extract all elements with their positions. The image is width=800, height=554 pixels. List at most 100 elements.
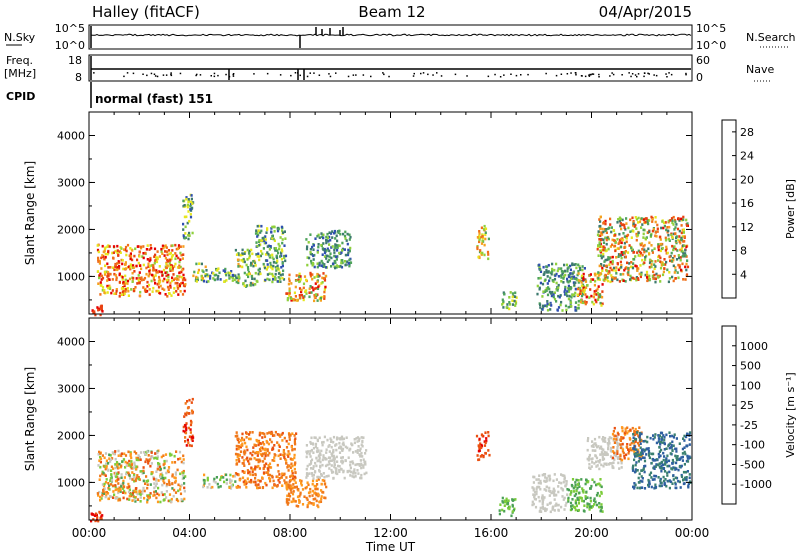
vel-cell [598, 467, 601, 471]
power-cell [618, 232, 621, 236]
vel-cell [650, 485, 653, 489]
power-cell [153, 255, 156, 258]
vel-cell [312, 465, 315, 468]
vel-cell [273, 459, 276, 462]
power-cell [571, 272, 574, 275]
power-cell [174, 252, 177, 255]
vel-cell [324, 464, 328, 468]
vel-cell [599, 453, 602, 456]
power-cell [503, 292, 506, 296]
vel-cell [586, 448, 589, 452]
power-cell [298, 274, 301, 277]
vel-cell [155, 482, 158, 485]
vel-cell [632, 436, 635, 439]
power-cell [316, 279, 319, 282]
vel-cell [632, 448, 635, 452]
power-cell [123, 288, 126, 291]
vel-cell [103, 482, 106, 486]
power-cell [628, 244, 631, 247]
vel-cell [290, 500, 293, 504]
vel-cell [609, 455, 613, 458]
vel-cell [286, 498, 289, 501]
power-cell [637, 249, 640, 253]
power-cell [619, 221, 622, 225]
vel-cell [643, 449, 646, 453]
power-cell [101, 289, 104, 292]
vel-cell [567, 500, 570, 503]
power-cell [545, 287, 548, 290]
vel-cell [537, 478, 540, 481]
vel-cell [487, 434, 490, 438]
power-cell [635, 227, 638, 230]
power-cell [619, 254, 622, 257]
power-cell [622, 279, 625, 282]
power-colorbar-label: Power [dB] [784, 179, 797, 239]
vel-cell [641, 486, 644, 489]
vel-cell [538, 474, 541, 477]
power-cell [123, 283, 126, 286]
vel-cell [671, 449, 674, 453]
vel-cell [154, 452, 157, 455]
power-cell [274, 272, 277, 276]
vel-cell [667, 444, 670, 448]
power-cell [674, 218, 677, 222]
power-cell [582, 286, 585, 290]
power-cell [128, 265, 131, 268]
power-cell [625, 217, 628, 220]
power-cell [181, 257, 184, 260]
vel-cell [653, 474, 656, 478]
vel-cell [254, 477, 257, 480]
power-cell [636, 277, 639, 280]
vel-cell [619, 443, 622, 446]
power-cell [326, 247, 329, 251]
power-cell [644, 220, 647, 224]
power-cell [158, 255, 161, 258]
vel-cell [622, 436, 625, 440]
power-cell [673, 245, 676, 248]
power-cell [622, 232, 625, 235]
vel-cell [321, 443, 324, 447]
power-cell [313, 294, 316, 297]
power-cell [182, 228, 185, 231]
vel-cell [268, 431, 271, 434]
power-colorbar-tick-label: 28 [740, 126, 754, 139]
vel-cell [665, 447, 668, 450]
vel-cell [101, 454, 104, 457]
power-cell [573, 275, 576, 279]
vel-cell [116, 488, 119, 491]
power-cell [266, 273, 269, 276]
vel-cell [637, 444, 641, 447]
power-cell [597, 271, 600, 274]
power-cell [573, 263, 576, 266]
vel-cell [600, 445, 603, 449]
vel-cell [158, 462, 161, 466]
power-cell [240, 259, 243, 262]
power-cell [283, 230, 286, 233]
power-cell [600, 304, 603, 307]
power-cell [235, 253, 239, 256]
power-cell [256, 235, 259, 238]
power-cell [328, 255, 331, 258]
power-cell [647, 276, 651, 280]
power-cell [606, 258, 609, 262]
vel-cell [577, 479, 580, 482]
vel-cell [361, 444, 364, 448]
power-cell [178, 260, 181, 264]
vel-cell [683, 450, 686, 454]
power-cell [481, 233, 484, 237]
power-cell [302, 286, 305, 290]
vel-cell [318, 456, 321, 460]
vel-cell [225, 473, 228, 477]
vel-cell [267, 454, 270, 457]
power-cell [115, 289, 118, 293]
nave-dot [570, 72, 572, 74]
vel-cell [107, 482, 110, 485]
power-cell [109, 266, 112, 269]
vel-cell [293, 467, 296, 471]
power-cell [333, 248, 336, 252]
vel-cell [305, 450, 308, 454]
power-cell [599, 220, 602, 223]
power-cell [508, 296, 511, 299]
power-cell [281, 273, 284, 276]
vel-cell [531, 500, 534, 504]
